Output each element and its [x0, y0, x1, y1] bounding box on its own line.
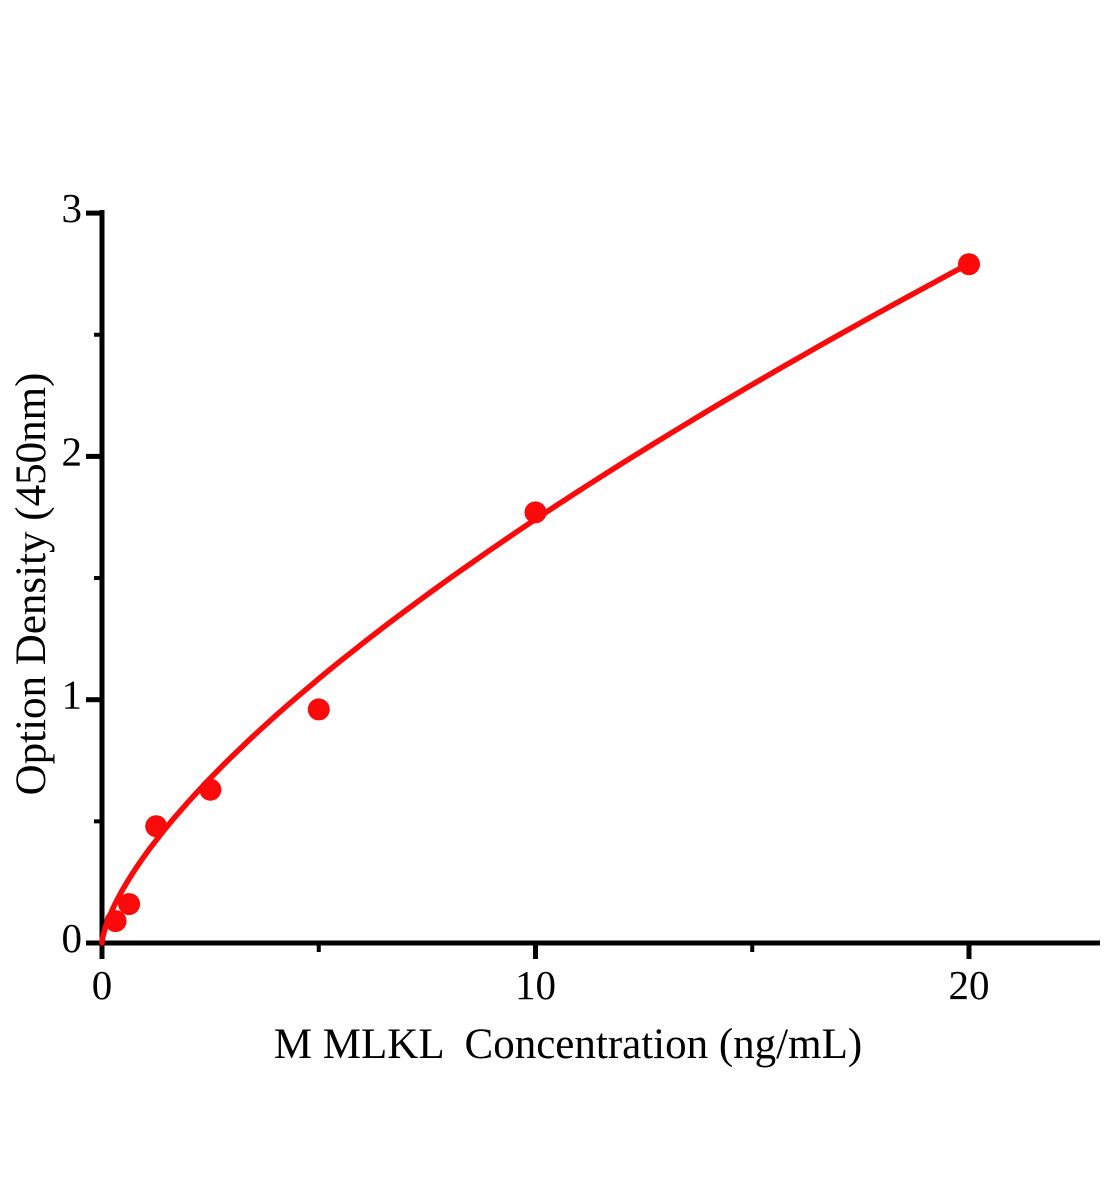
data-point — [118, 893, 141, 916]
x-axis-title: M MLKL Concentration (ng/mL) — [274, 1021, 862, 1068]
data-point — [145, 815, 168, 838]
y-tick-label: 3 — [62, 185, 83, 231]
x-tick-label: 0 — [92, 962, 113, 1008]
data-point — [958, 253, 980, 276]
data-point — [307, 698, 330, 721]
y-axis-title: Option Density (450nm) — [8, 373, 55, 796]
y-tick-label: 1 — [62, 672, 83, 718]
x-tick-label: 10 — [515, 962, 556, 1008]
data-point — [104, 910, 127, 933]
x-tick-label: 20 — [949, 962, 990, 1008]
y-tick-label: 0 — [62, 915, 83, 961]
data-point — [199, 778, 222, 801]
data-point — [524, 501, 547, 524]
fit-curve — [99, 260, 972, 946]
y-tick-label: 2 — [62, 428, 83, 474]
